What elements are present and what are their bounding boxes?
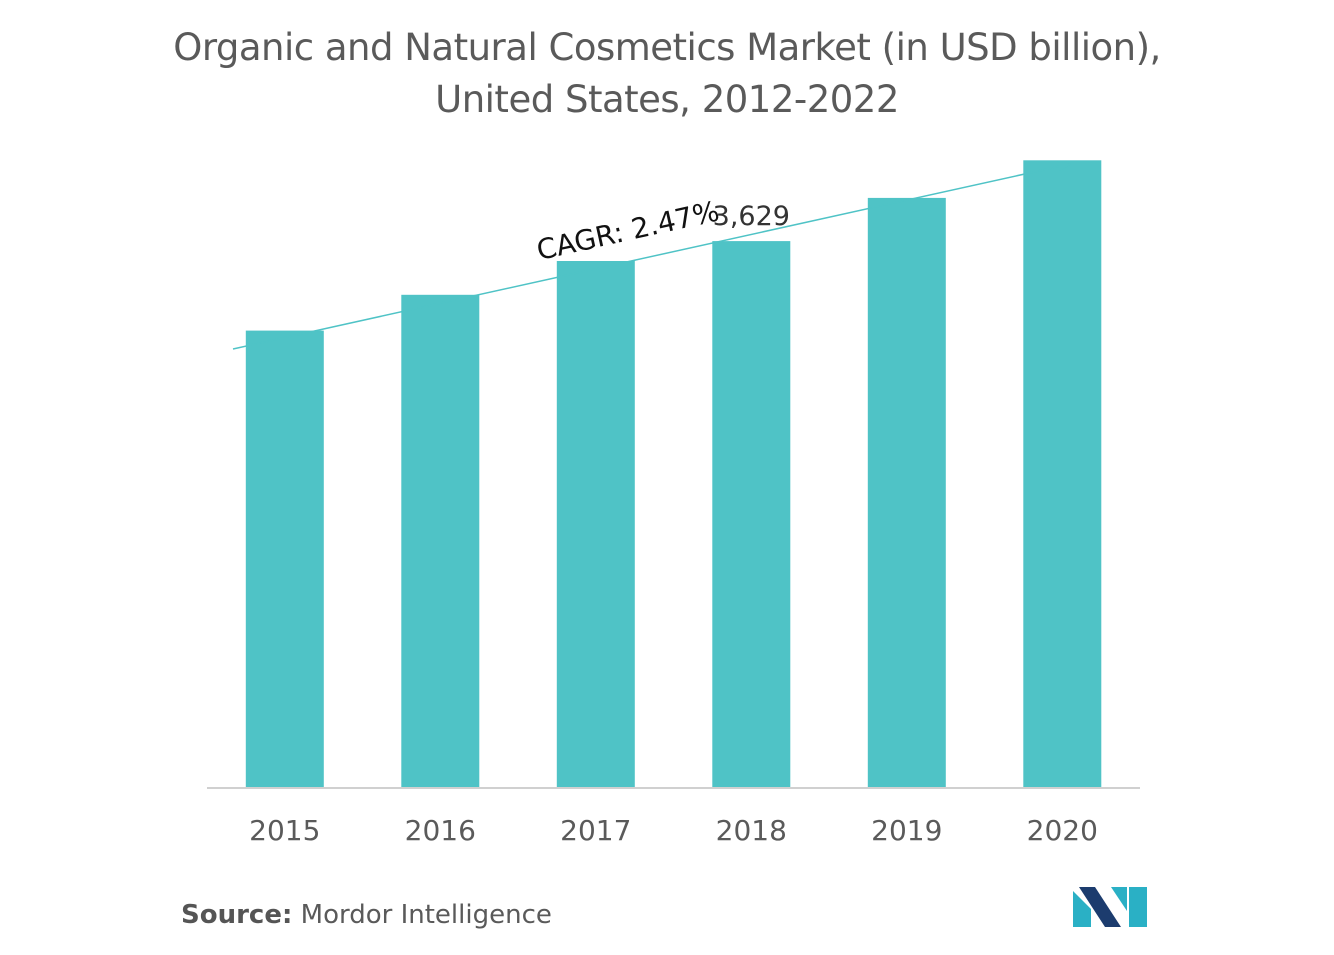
x-tick-label-2019: 2019 xyxy=(871,814,942,847)
logo-shape-mid xyxy=(1079,887,1121,927)
data-labels: 3,629 xyxy=(713,201,790,232)
bar-2015 xyxy=(245,330,324,788)
x-tick-label-2018: 2018 xyxy=(716,814,787,847)
x-tick-labels: 2015 2016 2017 2018 2019 2020 xyxy=(249,814,1098,847)
bar-2019 xyxy=(867,197,946,788)
bar-2018 xyxy=(712,241,791,789)
bar-2017 xyxy=(556,261,635,788)
cagr-annotation: CAGR: 2.47% xyxy=(534,195,723,267)
cagr-trend-arrow xyxy=(232,161,1072,350)
logo-shape-right xyxy=(1129,887,1147,927)
logo-shape-right-top xyxy=(1111,887,1127,911)
x-tick-label-2015: 2015 xyxy=(249,814,320,847)
bars-group xyxy=(245,160,1102,789)
source-label: Source: xyxy=(181,900,293,930)
source-note: Source: Mordor Intelligence xyxy=(181,900,552,930)
bar-2020 xyxy=(1023,160,1102,789)
source-text: Mordor Intelligence xyxy=(300,900,552,930)
data-label-2018: 3,629 xyxy=(713,201,790,232)
chart-title-line-2: United States, 2012-2022 xyxy=(435,78,899,121)
x-tick-label-2020: 2020 xyxy=(1027,814,1098,847)
chart-title-line-1: Organic and Natural Cosmetics Market (in… xyxy=(173,26,1161,69)
logo-shape-left xyxy=(1073,891,1091,927)
mordor-intelligence-logo xyxy=(1073,887,1147,927)
x-tick-label-2016: 2016 xyxy=(405,814,476,847)
bar-2016 xyxy=(401,294,480,788)
x-tick-label-2017: 2017 xyxy=(560,814,631,847)
